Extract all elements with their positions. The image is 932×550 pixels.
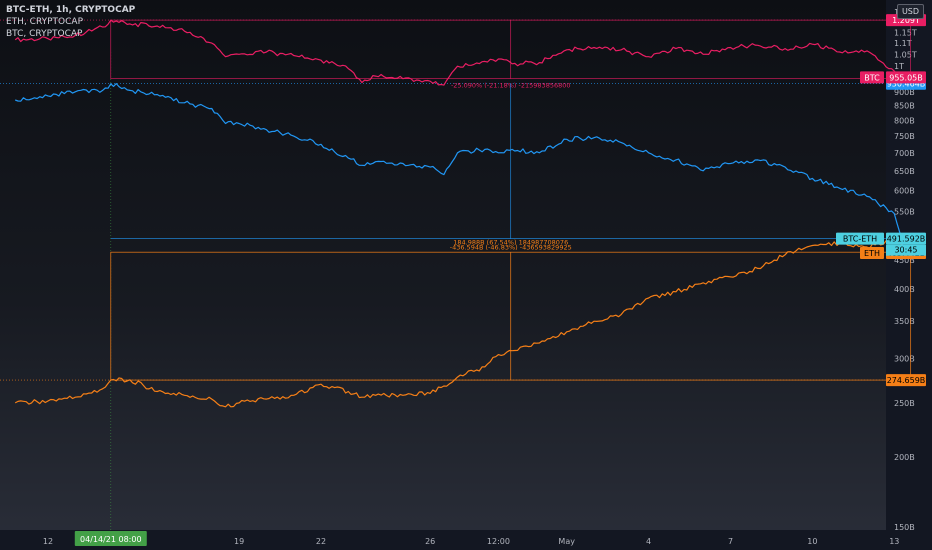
price-axis: [886, 0, 932, 550]
series-name-tag: BTC: [864, 73, 880, 82]
series-name-tag-bg: [836, 232, 884, 245]
x-tick-label: 7: [728, 537, 733, 546]
y-tick-label: 300B: [894, 355, 915, 364]
x-tick-label: 4: [646, 537, 651, 546]
series-line: [14, 238, 909, 408]
time-axis: [0, 530, 886, 550]
countdown-label: 30:45: [894, 246, 917, 255]
x-tick-label: 22: [316, 537, 326, 546]
y-tick-label: 1.1T: [894, 39, 912, 48]
series-line: [14, 82, 909, 246]
x-tick-label: 12:00: [487, 537, 510, 546]
y-tick-label: 400B: [894, 285, 915, 294]
eth-measure-label-1: 184.988B (67.54%) 184987708076: [453, 238, 568, 246]
x-tick-label: 10: [807, 537, 817, 546]
x-tick-label: May: [558, 537, 575, 546]
y-tick-label: 450B: [894, 256, 915, 265]
series-name-tag-bg: [860, 71, 884, 84]
series-value-tag: 955.05B: [889, 73, 922, 82]
series-name-tag: BTC-ETH: [843, 235, 877, 244]
series-value-tag-bg: [886, 232, 926, 245]
y-tick-label: 600B: [894, 186, 915, 195]
y-tick-label: 700B: [894, 149, 915, 158]
y-tick-label: 350B: [894, 317, 915, 326]
cursor-date-tag: [74, 531, 147, 546]
price-tag-274: 274.659B: [887, 376, 926, 385]
y-tick-label: 800B: [894, 116, 915, 125]
y-tick-label: 250B: [894, 399, 915, 408]
countdown-bg: [886, 244, 926, 256]
x-tick-label: 19: [234, 537, 244, 546]
legend-eth: ETH, CRYPTOCAP: [6, 17, 84, 27]
y-tick-label: 1.05T: [894, 50, 917, 59]
series-line: [14, 19, 909, 86]
x-tick-label: 26: [425, 537, 435, 546]
chart-legend: BTC-ETH, 1h, CRYPTOCAP ETH, CRYPTOCAP BT…: [6, 4, 135, 40]
y-tick-label: 1.15T: [894, 28, 917, 37]
series-name-tag: ETH: [864, 249, 880, 258]
y-tick-label: 750B: [894, 132, 915, 141]
series-name-tag-bg: [860, 247, 884, 260]
y-tick-label: 900B: [894, 88, 915, 97]
x-tick-label: 13: [889, 537, 899, 546]
y-tick-label: 150B: [894, 523, 915, 532]
x-tick-label: 12: [43, 537, 53, 546]
y-tick-label: 850B: [894, 102, 915, 111]
cursor-date-label: 04/14/21 08:00: [80, 535, 142, 544]
price-tag-274-bg: [886, 374, 926, 387]
y-tick-label: 1T: [894, 62, 904, 71]
y-tick-label: 650B: [894, 167, 915, 176]
price-tag-930: 930.464B: [887, 80, 926, 89]
currency-button[interactable]: USD: [897, 4, 924, 19]
price-tag-1209: 1.209T: [892, 16, 920, 25]
eth-measure-label-2: -436.594B (-46.83%) -436593829925: [450, 244, 572, 252]
y-tick-label: 550B: [894, 207, 915, 216]
series-value-tag-bg: [886, 71, 926, 84]
series-value-tag: 491.592B: [887, 235, 926, 244]
legend-title: BTC-ETH, 1h, CRYPTOCAP: [6, 5, 136, 15]
y-tick-label: 200B: [894, 453, 915, 462]
legend-btc: BTC, CRYPTOCAP: [6, 29, 83, 39]
